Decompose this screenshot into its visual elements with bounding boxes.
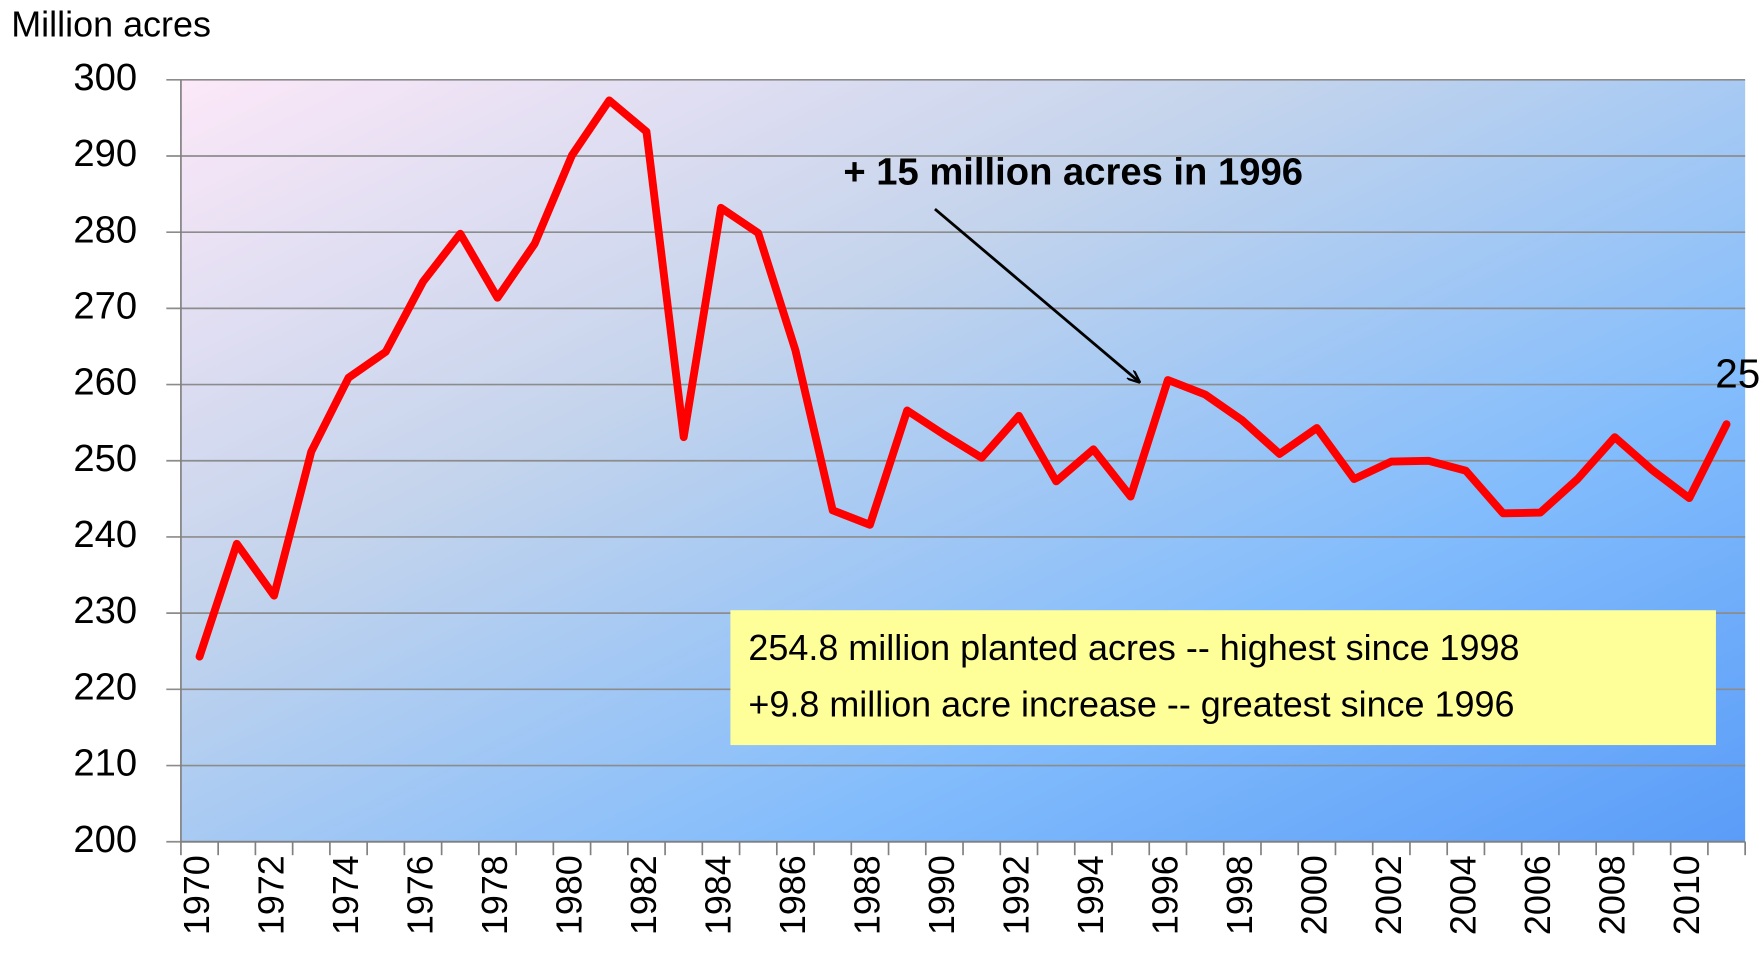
- y-tick-label: 250: [73, 437, 137, 480]
- x-tick-label: 2006: [1517, 855, 1558, 935]
- annotation-arrow: [934, 207, 1140, 382]
- x-tick-label: 2010: [1666, 855, 1707, 935]
- x-tick-label: 1974: [325, 855, 366, 935]
- x-tick-label: 2004: [1442, 855, 1483, 935]
- x-tick-label: 1990: [921, 855, 962, 935]
- x-tick-label: 1970: [176, 855, 217, 935]
- ticks: 200 210 220 230 240 250 260 270 280 290 300 1970 197…: [73, 56, 1746, 935]
- y-tick-label: 220: [73, 665, 137, 708]
- annotation: + 15 million acres in 1996: [843, 150, 1303, 193]
- x-tick-label: 1986: [772, 855, 813, 935]
- x-tick-label: 1992: [995, 855, 1036, 935]
- y-tick-label: 300: [73, 56, 137, 99]
- callout-box: [730, 610, 1716, 746]
- x-tick-label: 1982: [623, 855, 664, 935]
- x-tick-label: 1984: [697, 855, 738, 935]
- y-tick-label: 240: [73, 513, 137, 556]
- data-label: 255: [1715, 351, 1762, 397]
- y-tick-label: 260: [73, 361, 137, 404]
- x-tick-label: 1978: [474, 855, 515, 935]
- y-tick-label: 210: [73, 742, 137, 785]
- x-tick-label: 1972: [251, 855, 292, 935]
- y-axis-label: Million acres: [11, 4, 211, 45]
- x-tick-label: 2000: [1293, 855, 1334, 935]
- x-tick-label: 1998: [1219, 855, 1260, 935]
- x-tick-label: 1980: [548, 855, 589, 935]
- marks: 255: [195, 96, 1762, 661]
- series-line: [195, 96, 1731, 661]
- x-tick-label: 2008: [1591, 855, 1632, 935]
- y-tick-label: 230: [73, 589, 137, 632]
- y-tick-label: 270: [73, 284, 137, 327]
- x-tick-label: 1976: [400, 855, 441, 935]
- x-tick-label: 1988: [846, 855, 887, 935]
- x-tick-label: 1994: [1070, 855, 1111, 935]
- y-tick-label: 280: [73, 208, 137, 251]
- y-tick-label: 290: [73, 132, 137, 175]
- callout-text: +9.8 million acre increase -- greatest s…: [748, 683, 1514, 724]
- callout-text: 254.8 million planted acres -- highest s…: [748, 627, 1519, 668]
- x-tick-label: 1996: [1144, 855, 1185, 935]
- x-tick-label: 2002: [1368, 855, 1409, 935]
- y-tick-label: 200: [73, 818, 137, 861]
